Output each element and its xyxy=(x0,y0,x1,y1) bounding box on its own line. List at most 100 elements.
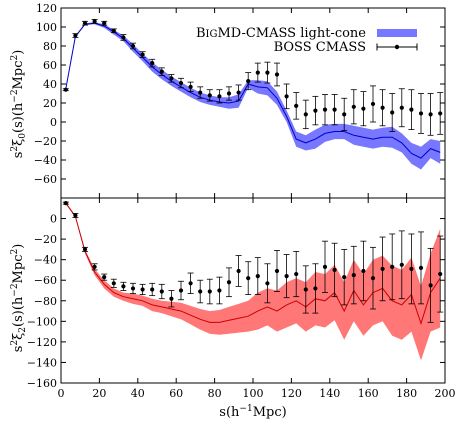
data-marker xyxy=(63,87,68,92)
data-point xyxy=(110,278,117,288)
data-marker xyxy=(246,79,251,84)
data-point xyxy=(274,62,280,87)
panel-xi0: −60 −40 −20 0 20 40 60 80 100 120 xyxy=(34,2,446,199)
data-point xyxy=(120,281,127,291)
data-marker xyxy=(342,112,347,117)
data-point xyxy=(226,267,232,298)
data-point xyxy=(254,62,261,83)
data-point xyxy=(408,233,415,305)
y-tick-label: −40 xyxy=(34,254,57,267)
data-point xyxy=(360,240,367,302)
y-tick-label: 80 xyxy=(43,40,57,53)
data-point xyxy=(72,33,79,38)
data-marker xyxy=(438,111,443,116)
data-marker xyxy=(399,105,404,110)
data-point xyxy=(130,282,136,294)
y-tick-label: −80 xyxy=(34,295,57,308)
ylabel-xi0: s2ξ0(s)(h−2Mpc2) xyxy=(10,50,28,159)
x-tick-label: 60 xyxy=(169,387,183,400)
y-tick-label: −120 xyxy=(27,336,57,349)
data-point xyxy=(82,246,88,252)
data-point xyxy=(341,97,348,131)
data-point xyxy=(158,67,165,76)
data-marker xyxy=(418,111,424,116)
data-point xyxy=(293,251,300,298)
data-marker xyxy=(150,61,155,66)
panel-xi2: −160 −140 −120 −100 −80 −60 −40 −20 0 0 20 40 60 80 10… xyxy=(27,197,456,400)
data-marker xyxy=(130,286,136,291)
data-point xyxy=(101,20,108,26)
data-marker xyxy=(294,103,299,108)
data-marker xyxy=(332,107,337,112)
y-tick-label: 40 xyxy=(43,78,57,91)
data-marker xyxy=(226,91,232,96)
y-tick-label: −160 xyxy=(27,377,57,390)
data-marker xyxy=(370,101,376,107)
data-marker xyxy=(380,266,385,272)
data-marker xyxy=(246,276,251,281)
data-marker xyxy=(351,104,356,109)
data-marker xyxy=(284,94,289,99)
data-point xyxy=(293,92,300,120)
data-point xyxy=(110,28,117,34)
data-point xyxy=(235,84,242,101)
data-marker xyxy=(274,72,280,77)
data-marker xyxy=(370,276,376,281)
data-point xyxy=(389,233,396,301)
data-marker xyxy=(102,21,107,26)
x-tick-label: 200 xyxy=(435,387,456,400)
data-marker xyxy=(390,264,395,269)
y-tick-label: 0 xyxy=(50,213,57,226)
data-marker xyxy=(169,296,174,301)
data-marker xyxy=(207,93,212,98)
data-point xyxy=(302,99,309,130)
data-point xyxy=(235,255,242,287)
data-marker xyxy=(226,280,232,285)
data-point xyxy=(427,247,434,323)
data-marker xyxy=(111,281,116,286)
legend-label-band: BIGMD-CMASS light-cone xyxy=(196,26,366,41)
data-marker xyxy=(178,288,184,293)
x-tick-label: 40 xyxy=(131,387,145,400)
y-tick-label: 120 xyxy=(36,2,57,15)
data-point xyxy=(91,263,98,271)
data-point xyxy=(437,235,444,313)
data-point xyxy=(302,265,309,314)
data-point xyxy=(341,248,348,306)
data-marker xyxy=(284,274,289,279)
data-marker xyxy=(198,289,203,294)
data-marker xyxy=(342,275,347,280)
data-marker xyxy=(409,266,414,272)
data-point xyxy=(62,87,69,92)
data-marker xyxy=(332,267,337,273)
data-point xyxy=(149,282,156,297)
data-marker xyxy=(82,247,88,252)
data-point xyxy=(418,93,424,134)
data-marker xyxy=(303,287,308,292)
data-point xyxy=(216,89,223,104)
data-marker xyxy=(361,268,366,274)
data-marker xyxy=(399,262,404,267)
data-point xyxy=(379,89,386,127)
data-point xyxy=(312,263,319,314)
x-tick-label: 0 xyxy=(58,387,65,400)
data-point xyxy=(139,51,146,58)
data-marker xyxy=(265,281,270,286)
data-marker xyxy=(428,112,433,117)
y-tick-label: 0 xyxy=(50,116,57,129)
data-marker xyxy=(380,105,385,110)
data-marker xyxy=(82,21,88,26)
data-point xyxy=(187,81,194,92)
data-marker xyxy=(140,287,145,292)
model-band-0 xyxy=(65,22,441,170)
data-marker xyxy=(390,110,395,115)
data-marker xyxy=(92,19,97,24)
y-tick-label: 60 xyxy=(43,59,57,72)
data-point xyxy=(350,245,357,305)
data-point xyxy=(408,89,415,131)
data-point xyxy=(72,213,79,218)
data-point xyxy=(197,86,204,99)
data-marker xyxy=(255,274,260,279)
data-point xyxy=(350,89,357,125)
data-marker xyxy=(178,80,184,86)
